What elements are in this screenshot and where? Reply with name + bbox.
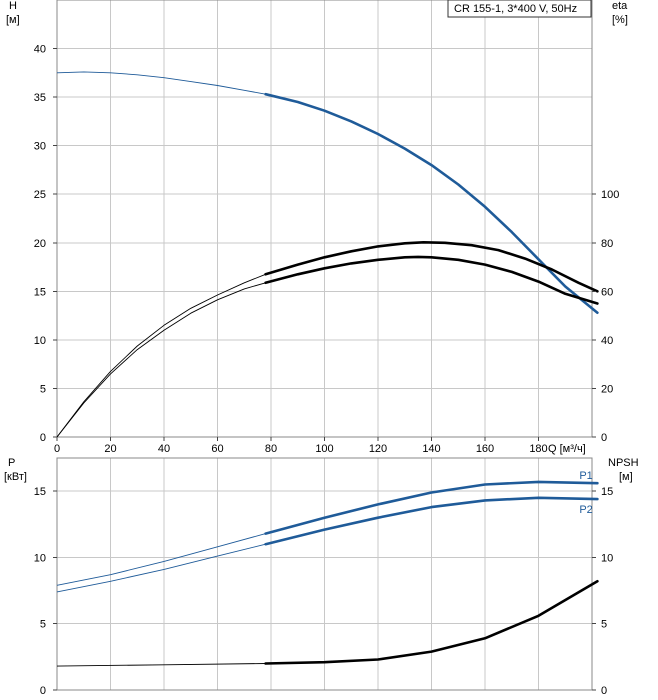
top-right-tick-label: 60: [601, 286, 613, 298]
top-right-axis-unit: [%]: [612, 14, 628, 26]
top-left-axis-label: H: [9, 0, 17, 12]
top-right-tick-label: 40: [601, 335, 613, 347]
x-tick-label: 180: [529, 443, 547, 455]
bottom-curve-0-thin: [56, 481, 598, 586]
bottom-curve-2-op: [264, 579, 599, 665]
legend-text: CR 155-1, 3*400 V, 50Hz: [454, 3, 577, 15]
x-tick-label: 80: [265, 443, 277, 455]
x-tick-label: 20: [104, 443, 116, 455]
top-curve-1-thin: [56, 256, 598, 438]
bottom-plot-frame: [56, 457, 593, 691]
x-tick-label: 120: [369, 443, 387, 455]
top-left-tick-label: 25: [34, 189, 46, 201]
top-left-tick-label: 0: [40, 432, 46, 444]
x-tick-label: 0: [54, 443, 60, 455]
top-right-tick-label: 0: [601, 432, 607, 444]
top-curve-0-op: [264, 92, 599, 315]
bottom-curves: P1 P2: [56, 470, 599, 667]
top-left-tick-label: 5: [40, 383, 46, 395]
bottom-left-tick-label: 0: [40, 685, 46, 697]
x-tick-label: 140: [422, 443, 440, 455]
top-left-tick-label: 30: [34, 141, 46, 153]
bottom-left-axis-unit: [кВт]: [4, 471, 27, 483]
bottom-curve-1-thin: [56, 497, 598, 593]
bottom-left-tick-label: 10: [34, 552, 46, 564]
x-tick-label: 60: [211, 443, 223, 455]
series-label-p2: P2: [579, 504, 592, 516]
top-right-tick-label: 20: [601, 383, 613, 395]
top-curve-0-thin: [56, 71, 598, 314]
legend-frame: [447, 0, 592, 18]
x-tick-label: 40: [158, 443, 170, 455]
bottom-right-tick-label: 15: [601, 486, 613, 498]
top-grid: [56, 0, 592, 438]
legend-box: CR 155-1, 3*400 V, 50Hz: [447, 0, 592, 18]
top-right-axis-label: eta: [612, 0, 628, 12]
top-curves: [56, 71, 599, 438]
bottom-left-tick-label: 15: [34, 486, 46, 498]
top-left-tick-label: 15: [34, 286, 46, 298]
top-left-axis-unit: [м]: [6, 14, 20, 26]
top-left-tick-label: 20: [34, 238, 46, 250]
tick-labels: 0 20 40 60 80 100 120 140 160 1800510152025303540…: [34, 44, 620, 697]
bottom-curve-1-op: [264, 496, 599, 546]
top-curve-2-op: [264, 241, 599, 293]
x-tick-label: 160: [476, 443, 494, 455]
x-axis-unit-label: Q [м³/ч]: [548, 443, 586, 455]
top-left-tick-label: 10: [34, 335, 46, 347]
bottom-right-tick-label: 10: [601, 552, 613, 564]
bottom-right-tick-label: 5: [601, 619, 607, 631]
bottom-grid: [56, 458, 592, 691]
top-left-tick-label: 40: [34, 44, 46, 56]
series-label-p1: P1: [579, 470, 592, 482]
bottom-left-tick-label: 5: [40, 619, 46, 631]
bottom-curve-0-op: [264, 480, 599, 535]
bottom-right-tick-label: 0: [601, 685, 607, 697]
top-right-tick-label: 80: [601, 238, 613, 250]
bottom-right-axis-unit: [м]: [619, 471, 633, 483]
top-right-tick-label: 100: [601, 189, 619, 201]
axis-labels: H [м] eta [%] Q [м³/ч] P [кВт] NPSH [м]: [4, 0, 639, 483]
top-left-tick-label: 35: [34, 92, 46, 104]
bottom-left-axis-label: P: [8, 457, 15, 469]
bottom-right-axis-label: NPSH: [608, 457, 639, 469]
top-curve-1-op: [264, 255, 599, 305]
x-tick-label: 100: [315, 443, 333, 455]
